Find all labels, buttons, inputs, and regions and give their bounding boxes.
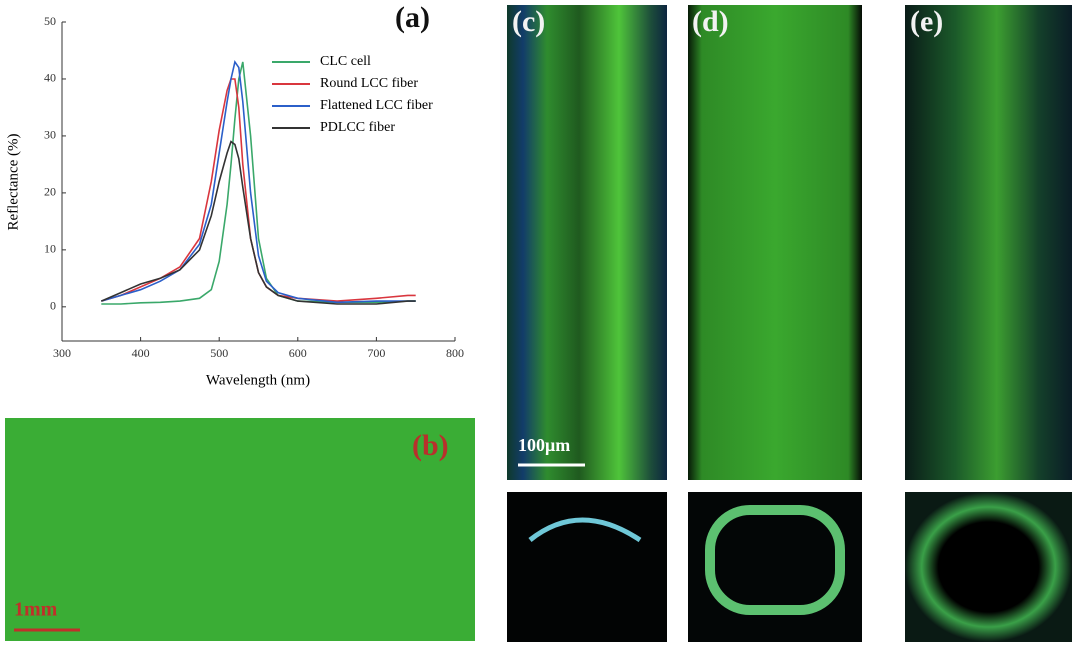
panel-label: (d) — [692, 5, 729, 38]
y-tick-label: 40 — [44, 71, 56, 85]
cross-section-ring — [705, 505, 845, 615]
x-axis-title: Wavelength (nm) — [206, 372, 310, 388]
panel-c-image — [507, 5, 667, 480]
panel-d-image — [688, 5, 862, 480]
x-tick-label: 600 — [289, 346, 307, 360]
scale-bar-label: 100μm — [518, 435, 570, 455]
cross-section-edge — [528, 517, 642, 543]
panel-d-cross-section — [688, 492, 862, 642]
series-line — [100, 140, 416, 305]
panel-label: (b) — [412, 429, 449, 462]
legend-label: Round LCC fiber — [320, 76, 418, 91]
y-tick-label: 0 — [50, 299, 56, 313]
legend-label: PDLCC fiber — [320, 120, 395, 135]
panel-b-image — [5, 418, 475, 641]
legend-label: CLC cell — [320, 54, 371, 69]
line-chart: (a) Wavelength (nm) Reflectance (%) 0 10 2… — [5, 1, 464, 389]
panel-label: (a) — [395, 1, 430, 34]
x-tick-label: 300 — [53, 346, 71, 360]
x-tick-label: 400 — [132, 346, 150, 360]
y-tick-label: 10 — [44, 242, 56, 256]
panel-c-cross-section — [507, 492, 667, 642]
panel-label: (e) — [910, 5, 943, 38]
panel-e-cross-section — [905, 492, 1072, 642]
panel-label: (c) — [512, 5, 545, 38]
panel-e-image — [905, 5, 1072, 480]
x-tick-label: 500 — [210, 346, 228, 360]
series-line — [101, 59, 416, 304]
y-tick-label: 50 — [44, 14, 56, 28]
scale-bar-label: 1mm — [14, 599, 58, 621]
x-tick-label: 800 — [446, 346, 464, 360]
y-tick-label: 20 — [44, 185, 56, 199]
legend-label: Flattened LCC fiber — [320, 98, 433, 113]
y-axis-title: Reflectance (%) — [5, 133, 21, 230]
x-tick-label: 700 — [367, 346, 385, 360]
y-tick-label: 30 — [44, 128, 56, 142]
